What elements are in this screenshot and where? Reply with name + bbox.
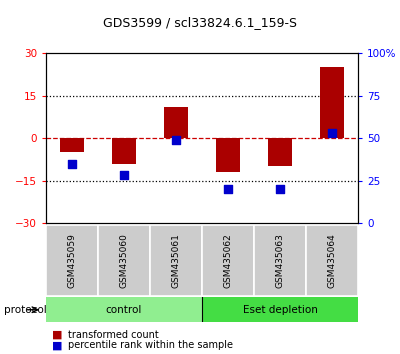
Bar: [112, 138, 136, 164]
Bar: [306, 225, 358, 296]
Bar: [216, 138, 240, 172]
Bar: [150, 225, 202, 296]
Bar: [60, 138, 84, 152]
Bar: [268, 138, 292, 166]
Text: GSM435060: GSM435060: [120, 233, 128, 288]
Text: ■: ■: [52, 330, 62, 339]
Text: transformed count: transformed count: [68, 330, 159, 339]
Text: percentile rank within the sample: percentile rank within the sample: [68, 340, 233, 350]
Text: Eset depletion: Eset depletion: [242, 305, 318, 315]
Bar: [46, 297, 202, 322]
Point: [69, 161, 75, 166]
Bar: [202, 297, 358, 322]
Text: control: control: [106, 305, 142, 315]
Bar: [320, 67, 344, 138]
Text: ■: ■: [52, 340, 62, 350]
Text: GSM435064: GSM435064: [328, 233, 336, 287]
Text: GSM435061: GSM435061: [172, 233, 180, 288]
Point: [173, 137, 179, 143]
Text: protocol: protocol: [4, 305, 47, 315]
Point: [225, 186, 231, 192]
Text: GSM435062: GSM435062: [224, 233, 232, 287]
Text: GSM435059: GSM435059: [68, 233, 76, 288]
Bar: [254, 225, 306, 296]
Point: [121, 173, 127, 178]
Bar: [46, 225, 98, 296]
Text: GSM435063: GSM435063: [276, 233, 284, 288]
Point: [329, 130, 335, 136]
Text: GDS3599 / scl33824.6.1_159-S: GDS3599 / scl33824.6.1_159-S: [103, 16, 297, 29]
Bar: [164, 107, 188, 138]
Point: [277, 186, 283, 192]
Bar: [98, 225, 150, 296]
Bar: [202, 225, 254, 296]
